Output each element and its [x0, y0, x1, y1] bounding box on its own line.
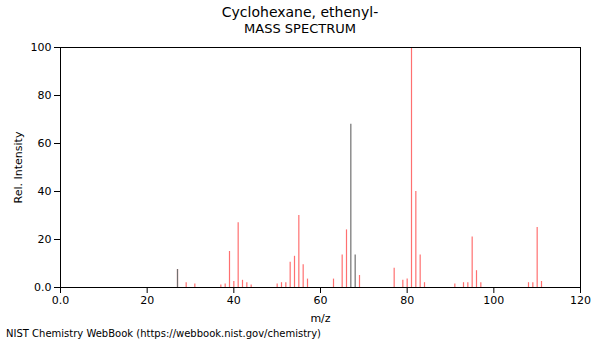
svg-text:m/z: m/z	[310, 312, 330, 325]
svg-text:0.0: 0.0	[52, 294, 70, 307]
svg-text:120: 120	[570, 294, 591, 307]
html-text:MASS SPECTRUM: MASS SPECTRUM	[244, 21, 356, 36]
svg-text:100: 100	[31, 41, 52, 54]
svg-text:80: 80	[38, 89, 52, 102]
svg-text:60: 60	[38, 137, 52, 150]
html-text:Cyclohexane, ethenyl-: Cyclohexane, ethenyl-	[221, 4, 379, 20]
svg-text:80: 80	[400, 294, 414, 307]
svg-text:20: 20	[140, 294, 154, 307]
svg-text:60: 60	[314, 294, 328, 307]
svg-text:0.0: 0.0	[34, 281, 52, 294]
svg-text:Rel. Intensity: Rel. Intensity	[12, 131, 25, 203]
html-text:NIST Chemistry WebBook (https:: NIST Chemistry WebBook (https://webbook.…	[6, 328, 321, 339]
svg-text:20: 20	[38, 233, 52, 246]
svg-text:40: 40	[227, 294, 241, 307]
svg-text:40: 40	[38, 185, 52, 198]
svg-text:100: 100	[483, 294, 504, 307]
